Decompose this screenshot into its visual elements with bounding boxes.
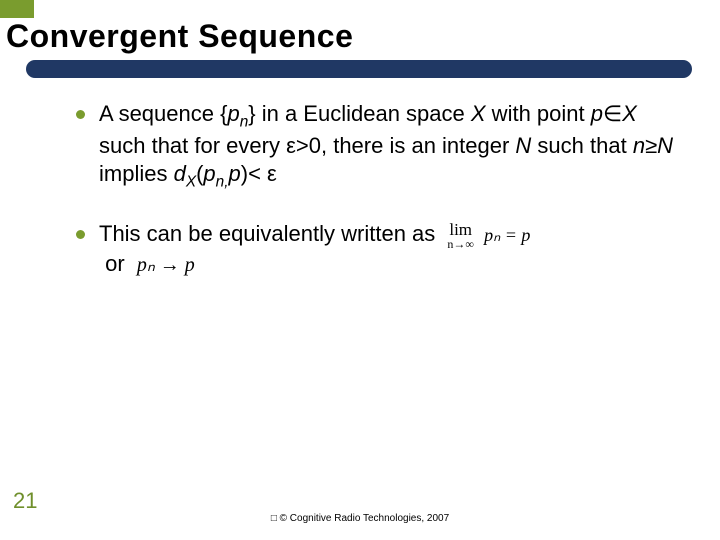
slide-title: Convergent Sequence	[6, 18, 353, 55]
bullet-dot-icon	[76, 110, 85, 119]
bullet-1-text: A sequence {pn} in a Euclidean space X w…	[99, 100, 686, 192]
bullet-2: This can be equivalently written as lim …	[76, 220, 686, 278]
content-area: A sequence {pn} in a Euclidean space X w…	[76, 100, 686, 307]
footer-copyright: □ © Cognitive Radio Technologies, 2007	[0, 513, 720, 524]
bullet-dot-icon	[76, 230, 85, 239]
bullet-1: A sequence {pn} in a Euclidean space X w…	[76, 100, 686, 192]
header-accent-bar	[0, 0, 34, 18]
title-underline	[26, 60, 692, 78]
limit-notation: lim n→∞	[447, 221, 474, 250]
bullet-2-text: This can be equivalently written as lim …	[99, 220, 530, 278]
page-number: 21	[13, 488, 37, 514]
